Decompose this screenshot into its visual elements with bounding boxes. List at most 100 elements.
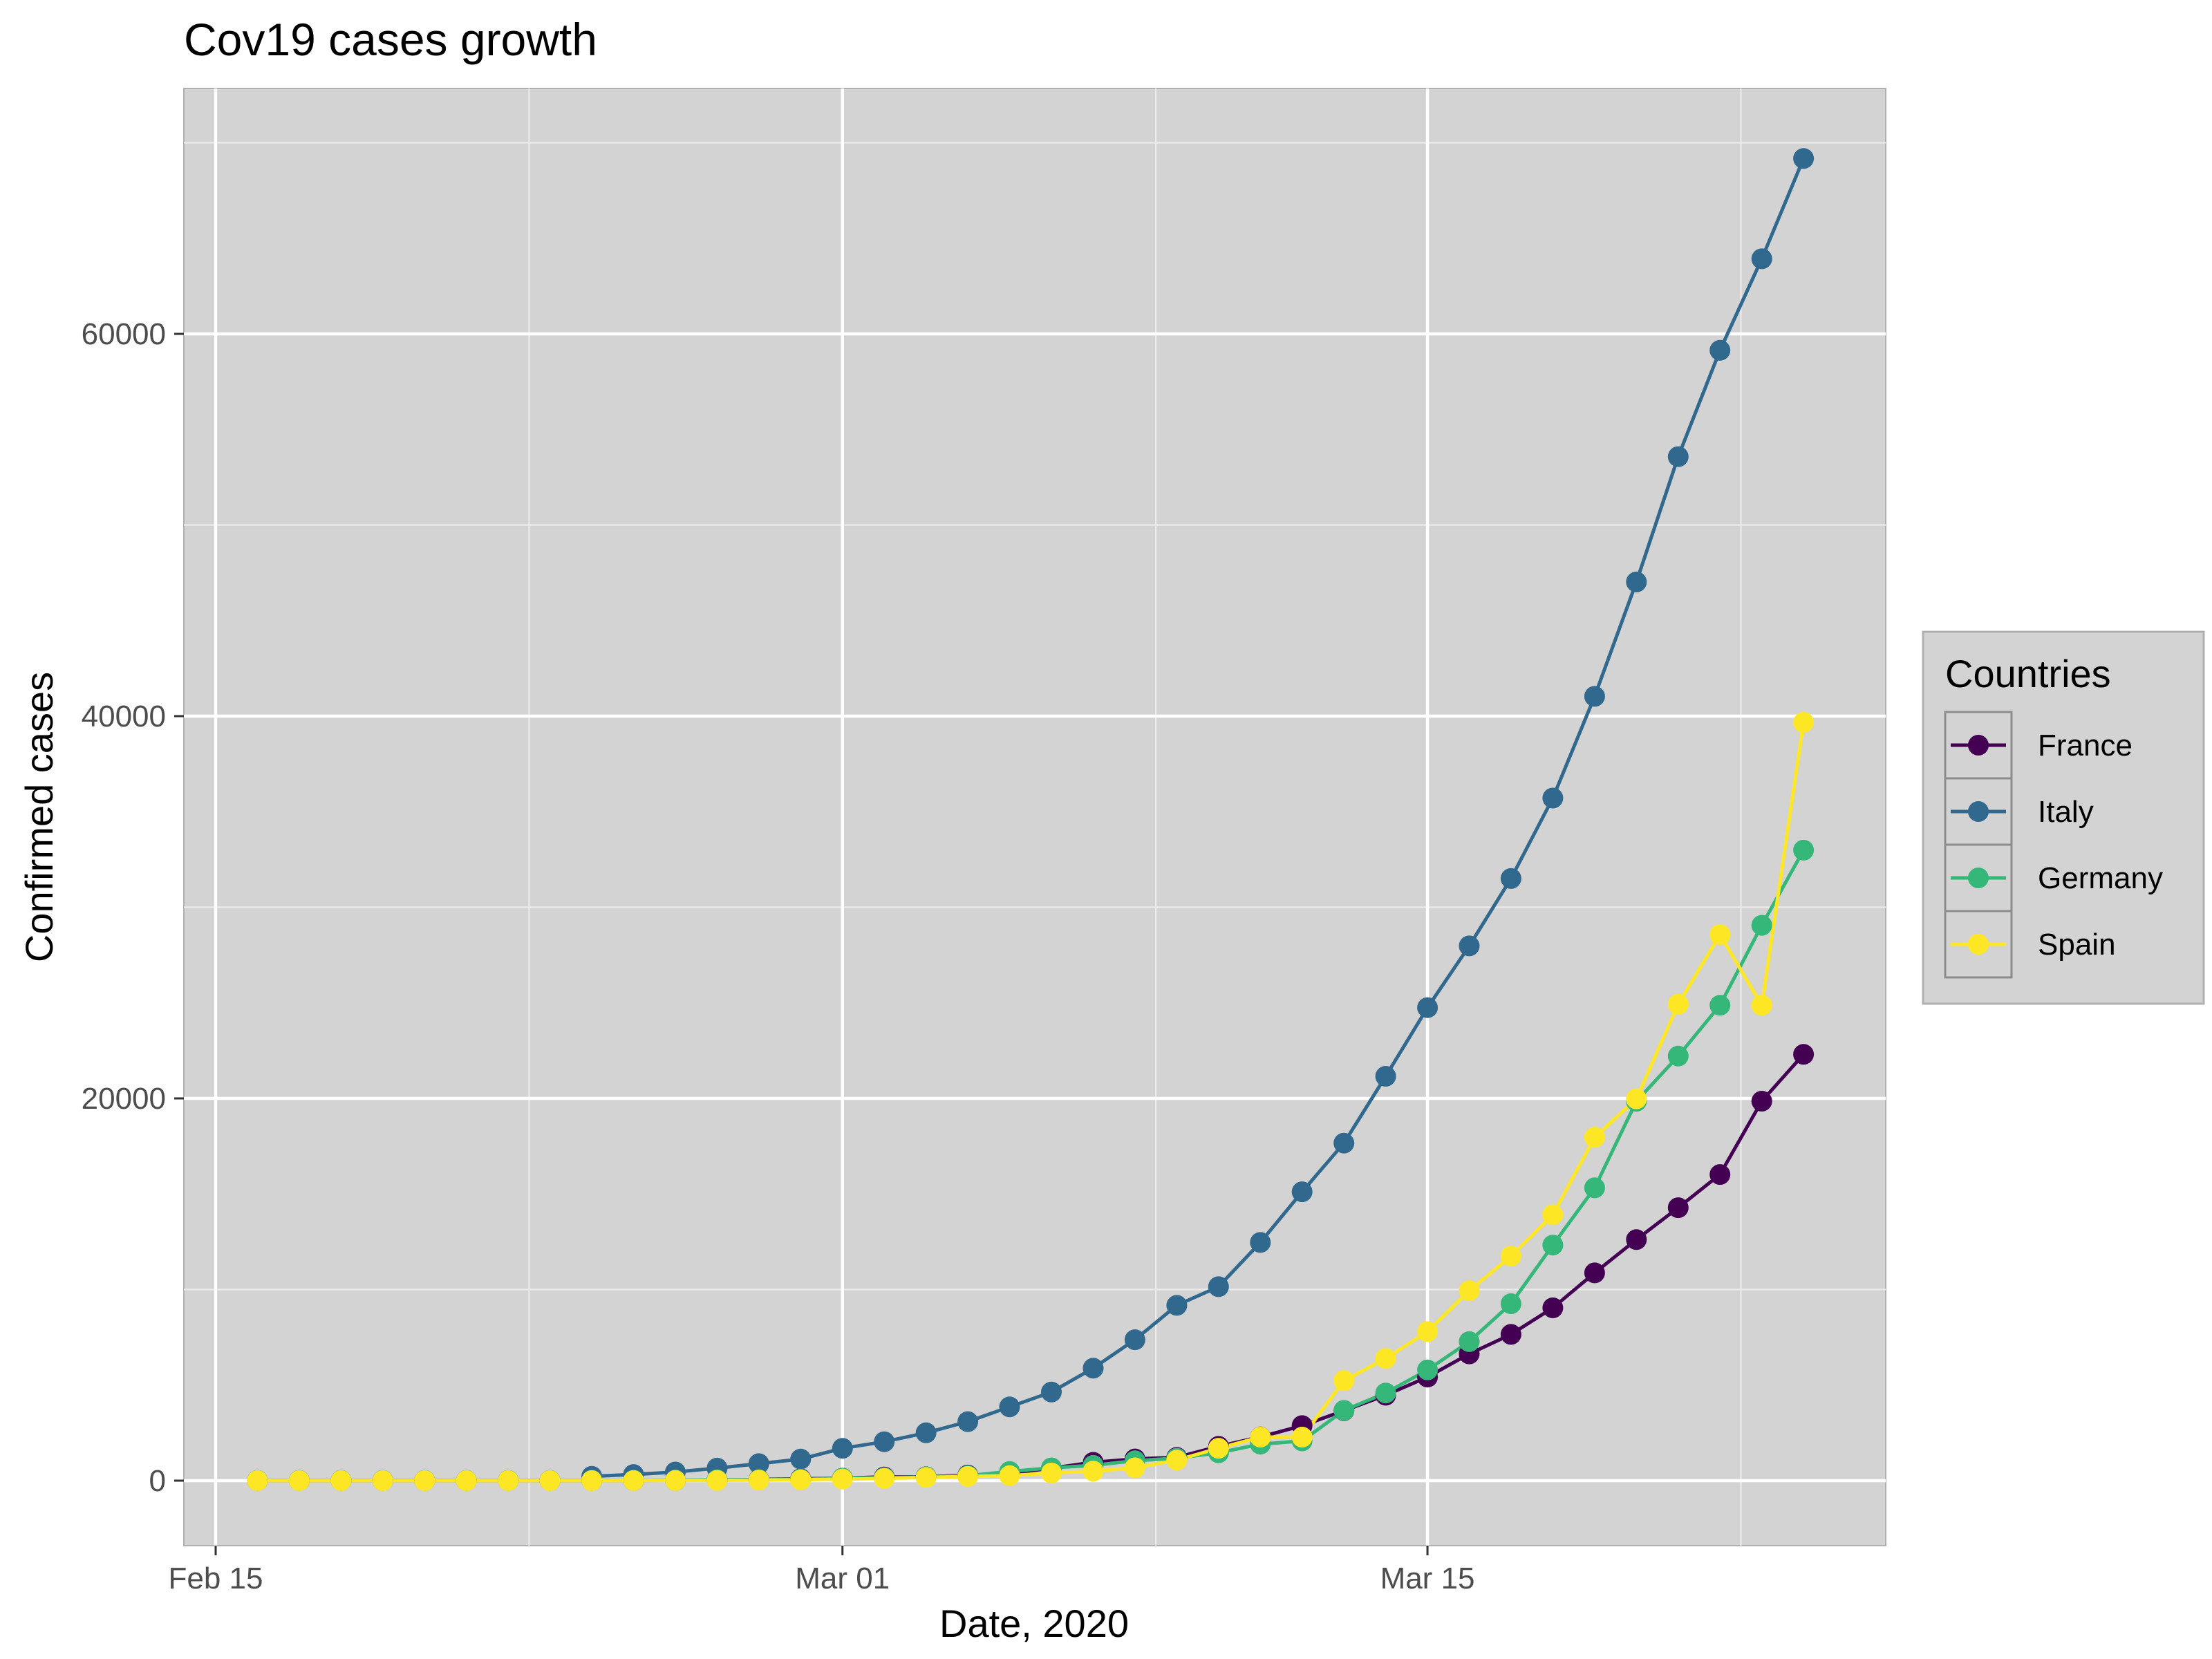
chart-title: Cov19 cases growth [184, 14, 597, 65]
data-point-spain [832, 1468, 853, 1490]
x-axis: Feb 15 Mar 01 Mar 15 [169, 1546, 1475, 1595]
series-points [247, 148, 1815, 1491]
data-point-italy [915, 1422, 937, 1443]
data-point-spain [1082, 1461, 1104, 1482]
data-point-spain [1166, 1450, 1188, 1471]
data-point-france [1542, 1297, 1564, 1318]
data-point-italy [1333, 1132, 1355, 1154]
y-tick-label: 40000 [82, 700, 166, 733]
data-point-spain [1459, 1280, 1480, 1302]
data-point-spain [1500, 1246, 1521, 1267]
data-point-italy [1751, 248, 1772, 270]
data-point-italy [1542, 787, 1564, 809]
data-point-spain [1291, 1427, 1313, 1447]
data-point-spain [1250, 1427, 1271, 1447]
data-point-spain [1709, 924, 1731, 945]
data-point-germany [1500, 1293, 1521, 1314]
data-point-italy [957, 1411, 979, 1432]
data-point-italy [1584, 686, 1605, 707]
data-point-spain [1542, 1204, 1564, 1226]
data-point-france [1667, 1197, 1689, 1219]
x-axis-title: Date, 2020 [939, 1602, 1129, 1645]
data-point-spain [790, 1469, 812, 1490]
data-point-germany [1751, 915, 1772, 936]
legend-label-france: France [2038, 729, 2133, 762]
data-point-italy [790, 1448, 812, 1470]
data-point-italy [1417, 997, 1438, 1018]
data-point-italy [832, 1438, 853, 1459]
plot-panel [183, 88, 1886, 1546]
y-tick-label: 20000 [82, 1082, 166, 1116]
legend-title: Countries [1945, 652, 2111, 695]
legend-key-point [1968, 735, 1989, 756]
data-point-italy [999, 1396, 1020, 1418]
data-point-italy [1500, 868, 1521, 889]
y-tick-label: 60000 [82, 317, 166, 351]
data-point-spain [999, 1465, 1020, 1486]
data-point-france [1626, 1229, 1647, 1250]
data-point-spain [1041, 1462, 1062, 1483]
data-point-italy [1082, 1358, 1104, 1379]
data-point-spain [874, 1468, 895, 1489]
data-point-spain [539, 1470, 561, 1491]
data-point-italy [874, 1431, 895, 1452]
x-tick-label: Mar 15 [1380, 1562, 1475, 1595]
data-point-italy [1291, 1181, 1313, 1203]
data-point-spain [1584, 1127, 1605, 1148]
data-point-spain [330, 1470, 352, 1491]
major-gridlines [184, 88, 1886, 1546]
data-point-france [1751, 1091, 1772, 1112]
legend-key-point [1968, 934, 1989, 955]
data-point-germany [1584, 1177, 1605, 1199]
data-point-italy [1124, 1329, 1145, 1351]
data-point-italy [1041, 1381, 1062, 1403]
y-tick-label: 0 [149, 1464, 166, 1498]
data-point-spain [498, 1470, 519, 1491]
data-point-spain [1208, 1438, 1229, 1459]
minor-gridlines [184, 88, 1886, 1546]
y-axis-title: Confirmed cases [17, 672, 61, 962]
data-point-germany [1417, 1359, 1438, 1380]
data-point-italy [1375, 1066, 1396, 1087]
legend-label-germany: Germany [2038, 861, 2163, 895]
legend-key-point [1968, 868, 1989, 888]
data-point-italy [1208, 1276, 1229, 1297]
y-axis: 0 20000 40000 60000 [82, 317, 184, 1498]
data-point-spain [748, 1470, 769, 1491]
data-point-spain [915, 1467, 937, 1488]
legend-label-spain: Spain [2038, 928, 2116, 962]
data-point-spain [1751, 995, 1772, 1016]
data-point-france [1500, 1324, 1521, 1345]
data-point-spain [957, 1465, 979, 1487]
data-point-germany [1709, 995, 1731, 1016]
data-point-germany [1667, 1045, 1689, 1067]
data-point-germany [1459, 1331, 1480, 1352]
data-point-france [1584, 1262, 1605, 1284]
data-point-spain [1667, 993, 1689, 1015]
data-point-france [1793, 1044, 1815, 1065]
data-point-italy [1709, 339, 1731, 361]
data-point-italy [748, 1453, 769, 1474]
data-point-spain [1375, 1348, 1396, 1369]
data-point-spain [288, 1470, 310, 1491]
data-point-spain [1793, 712, 1815, 733]
legend-items: France Italy Germany Spain [1944, 711, 2163, 979]
data-point-spain [581, 1470, 603, 1491]
data-point-italy [1166, 1295, 1188, 1316]
data-point-spain [456, 1470, 477, 1491]
data-point-italy [1459, 935, 1480, 957]
data-point-spain [1417, 1321, 1438, 1342]
data-point-spain [1333, 1370, 1355, 1391]
data-point-germany [1793, 839, 1815, 861]
data-point-spain [623, 1470, 644, 1491]
legend-label-italy: Italy [2038, 795, 2094, 829]
data-point-italy [1793, 148, 1815, 169]
data-point-germany [1333, 1400, 1355, 1421]
data-point-spain [1626, 1088, 1647, 1109]
data-point-spain [372, 1470, 393, 1491]
data-point-france [1709, 1164, 1731, 1185]
x-tick-label: Feb 15 [169, 1562, 263, 1595]
data-point-spain [414, 1470, 435, 1491]
data-point-italy [1626, 571, 1647, 592]
